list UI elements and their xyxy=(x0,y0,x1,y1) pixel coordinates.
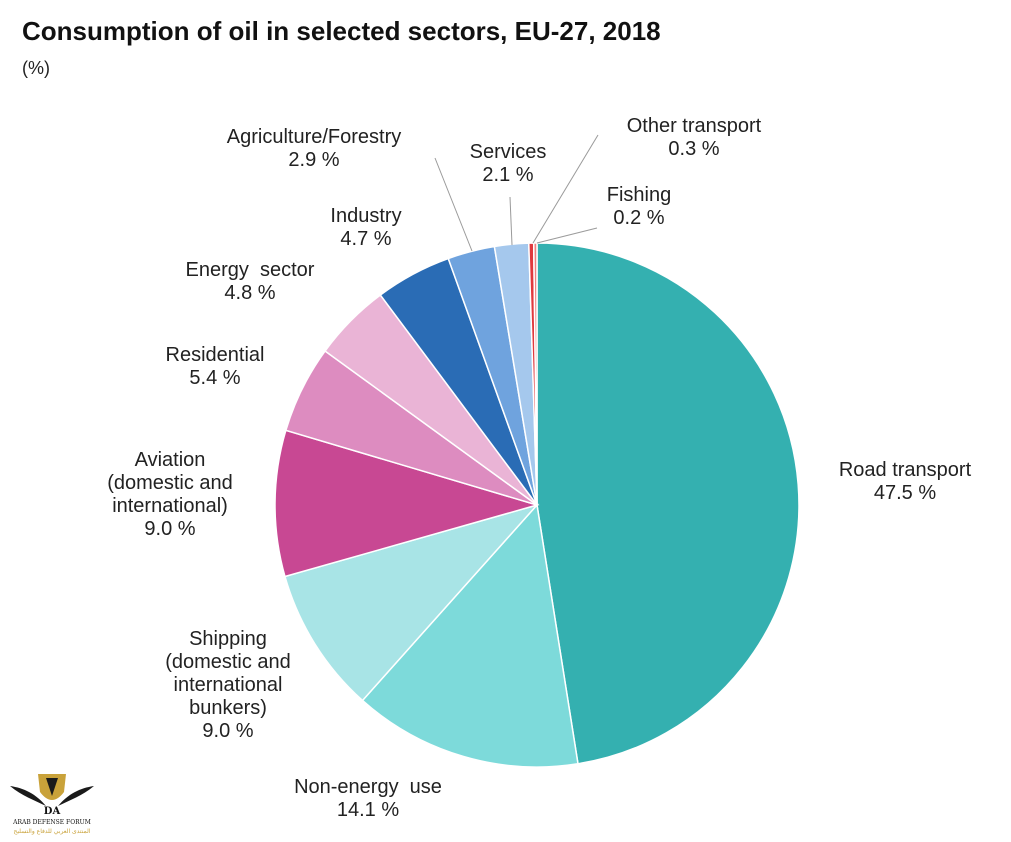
slice-name-shipping: Shipping xyxy=(189,628,267,650)
slice-name-other-transport: Other transport xyxy=(627,115,762,137)
slice-label-agriculture-forestry: Agriculture/Forestry 2.9 % xyxy=(227,126,402,171)
slice-label-energy-sector: Energy sector 4.8 % xyxy=(186,259,315,304)
pie-slice-shipping xyxy=(284,503,540,702)
leader-line-agriculture-forestry xyxy=(434,157,473,252)
wing-left-icon xyxy=(10,786,46,806)
slice-name-aviation: (domestic and xyxy=(107,472,233,494)
slice-value-road-transport: 47.5 % xyxy=(874,482,936,504)
slice-value-energy-sector: 4.8 % xyxy=(224,282,275,304)
leader-line-other-transport xyxy=(532,134,599,244)
slice-value-agriculture-forestry: 2.9 % xyxy=(288,149,339,171)
slice-label-non-energy-use: Non-energy use 14.1 % xyxy=(294,776,442,821)
slice-value-services: 2.1 % xyxy=(482,164,533,186)
slice-name-services: Services xyxy=(470,141,547,163)
pie-slice-non-energy-use xyxy=(361,503,579,768)
pie-slice-fishing xyxy=(532,242,538,506)
chart-title: Consumption of oil in selected sectors, … xyxy=(22,16,661,46)
watermark-line2: المنتدى العربي للدفاع والتسليح xyxy=(14,828,91,835)
slice-value-aviation: 9.0 % xyxy=(144,518,195,540)
slice-label-services: Services 2.1 % xyxy=(470,141,547,186)
slice-name-energy-sector: Energy sector xyxy=(186,259,315,281)
slice-name-non-energy-use: Non-energy use xyxy=(294,776,442,798)
slice-name-fishing: Fishing xyxy=(607,184,671,206)
slice-name-aviation: international) xyxy=(112,495,228,517)
watermark-logo: DA ARAB DEFENSE FORUM المنتدى العربي للد… xyxy=(10,774,94,835)
slice-label-shipping: Shipping (domestic and international bunker… xyxy=(165,628,291,742)
slice-label-industry: Industry 4.7 % xyxy=(330,205,401,250)
slice-label-residential: Residential 5.4 % xyxy=(166,344,265,389)
slice-value-fishing: 0.2 % xyxy=(613,207,664,229)
slice-value-shipping: 9.0 % xyxy=(202,720,253,742)
slice-label-other-transport: Other transport 0.3 % xyxy=(627,115,762,160)
slice-name-industry: Industry xyxy=(330,205,401,227)
pie-slice-road-transport xyxy=(536,242,800,765)
slice-label-road-transport: Road transport 47.5 % xyxy=(839,459,972,504)
leader-line-services xyxy=(509,196,513,246)
watermark-monogram: DA xyxy=(44,806,61,817)
slice-name-agriculture-forestry: Agriculture/Forestry xyxy=(227,126,402,148)
leader-line-fishing xyxy=(536,227,598,244)
slice-value-residential: 5.4 % xyxy=(189,367,240,389)
slice-label-aviation: Aviation (domestic and international) 9.0 % xyxy=(107,449,233,540)
watermark-line1: ARAB DEFENSE FORUM xyxy=(12,819,91,826)
pie-slice-aviation xyxy=(274,429,540,578)
slice-value-industry: 4.7 % xyxy=(340,228,391,250)
slice-name-residential: Residential xyxy=(166,344,265,366)
slice-value-non-energy-use: 14.1 % xyxy=(337,799,399,821)
slice-name-shipping: bunkers) xyxy=(189,697,267,719)
chart-subtitle: (%) xyxy=(22,58,50,78)
slice-name-road-transport: Road transport xyxy=(839,459,972,481)
slice-label-fishing: Fishing 0.2 % xyxy=(607,184,671,229)
slice-name-shipping: (domestic and xyxy=(165,651,291,673)
slice-value-other-transport: 0.3 % xyxy=(668,138,719,160)
slice-name-shipping: international xyxy=(174,674,283,696)
slice-name-aviation: Aviation xyxy=(135,449,206,471)
wing-right-icon xyxy=(58,786,94,806)
